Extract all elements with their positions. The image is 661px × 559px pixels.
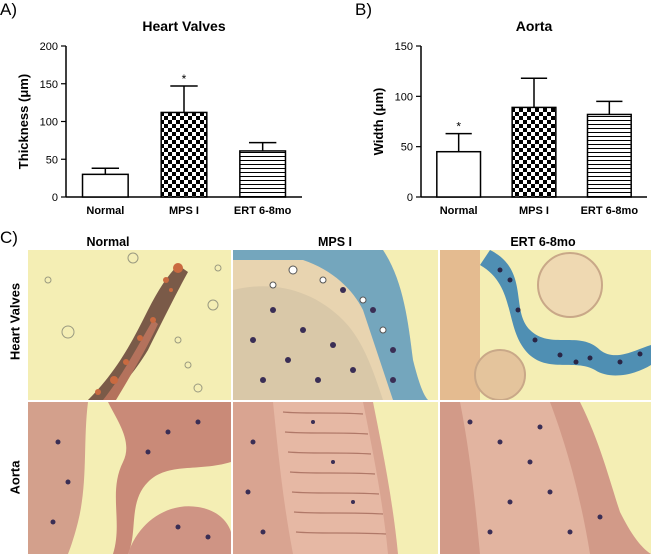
- y-tick-label: 50: [401, 142, 413, 154]
- x-tick-label: MPS I: [519, 205, 549, 217]
- significance-marker: *: [456, 120, 461, 134]
- column-header-mps-i: MPS I: [317, 235, 353, 249]
- y-tick-label: 0: [407, 192, 413, 204]
- x-tick-label: ERT 6-8mo: [581, 205, 639, 217]
- y-axis-label: Thickness (μm): [16, 74, 31, 169]
- bar: [511, 106, 557, 198]
- chart-title: Heart Valves: [142, 18, 225, 34]
- significance-marker: *: [182, 72, 187, 86]
- column-header-ert: ERT 6-8mo: [510, 235, 576, 249]
- row-header-aorta: Aorta: [7, 460, 23, 495]
- x-tick-label: MPS I: [169, 205, 199, 217]
- y-tick-label: 150: [395, 41, 413, 53]
- x-tick-label: Normal: [440, 205, 478, 217]
- micrograph-heart-valves-normal: [28, 250, 231, 400]
- micrograph-aorta-ert: [440, 402, 651, 554]
- y-tick-label: 200: [40, 41, 58, 53]
- micrograph-heart-valves-mps-i: [233, 250, 438, 400]
- y-axis-label: Width (μm): [371, 88, 386, 156]
- y-tick-label: 100: [395, 91, 413, 103]
- chart-title: Aorta: [516, 18, 553, 34]
- y-tick-label: 100: [40, 117, 58, 129]
- bar: [160, 111, 208, 198]
- row-header-heart-valves: Heart Valves: [7, 282, 23, 361]
- y-tick-label: 50: [46, 154, 58, 166]
- bar: [436, 150, 482, 198]
- y-tick-label: 150: [40, 79, 58, 91]
- chart-aorta: Aorta 0 50 100 150 Width (μm) * Normal MPS I ERT …: [371, 18, 647, 217]
- y-tick-label: 0: [52, 192, 58, 204]
- panel-c-label: C): [0, 228, 18, 247]
- micrograph-heart-valves-ert: [440, 250, 651, 400]
- bar: [586, 113, 632, 198]
- column-header-normal: Normal: [86, 235, 130, 249]
- micrograph-aorta-mps-i: [233, 402, 438, 554]
- micrograph-aorta-normal: [28, 402, 231, 554]
- x-tick-label: ERT 6-8mo: [234, 205, 292, 217]
- panel-b-label: B): [355, 0, 372, 19]
- bar: [81, 173, 129, 198]
- x-tick-label: Normal: [86, 205, 124, 217]
- chart-heart-valves: Heart Valves 0 50 100 150 200 Thickness (μm) No…: [16, 18, 302, 217]
- bar: [239, 150, 287, 198]
- panel-a-label: A): [0, 0, 17, 19]
